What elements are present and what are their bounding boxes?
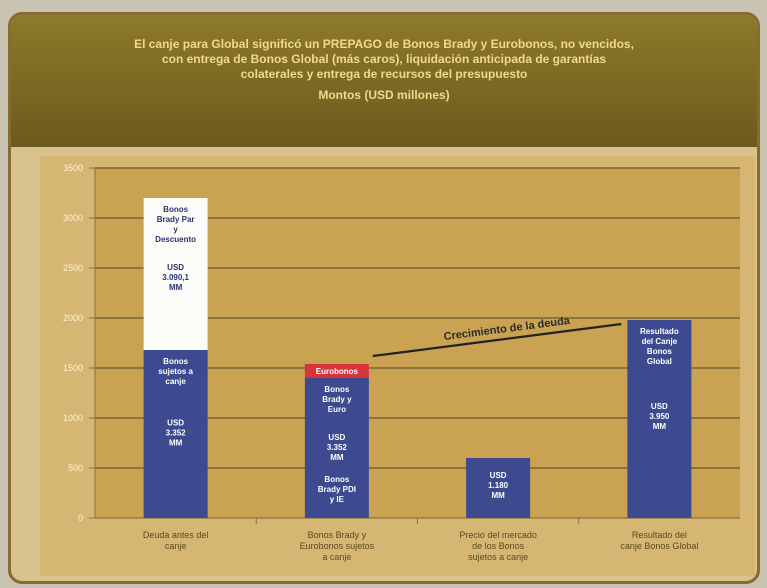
- bar-segment: [304, 364, 369, 378]
- category-label: Bonos Brady y Eurobonos sujetos a canje: [300, 530, 375, 562]
- bar-segment: [143, 198, 208, 350]
- bar-value-label: USD 3.090,1 MM: [162, 263, 189, 292]
- bar-segment: [143, 350, 208, 518]
- bar-segment: [466, 458, 531, 518]
- bar-segment: [627, 320, 692, 518]
- bar-segment: [304, 378, 369, 468]
- y-tick-label: 3000: [63, 213, 83, 223]
- y-tick-label: 3500: [63, 163, 83, 173]
- bar-segment: [304, 468, 369, 518]
- bar-value-label: USD 3.352 MM: [166, 419, 187, 448]
- y-tick-label: 2500: [63, 263, 83, 273]
- bar-label: Bonos sujetos a canje: [158, 357, 193, 386]
- y-tick-label: 0: [78, 513, 83, 523]
- category-label: Resultado del canje Bonos Global: [620, 530, 698, 551]
- bar-label: Bonos Brady y Euro: [322, 385, 352, 414]
- bar-value-label: USD 3.950 MM: [649, 402, 670, 431]
- chart-header: El canje para Global significó un PREPAG…: [11, 15, 757, 147]
- bar-label: Bonos Brady PDI y IE: [318, 475, 356, 504]
- bar-label: Resultado del Canje Bonos Global: [640, 327, 679, 366]
- chart-title: El canje para Global significó un PREPAG…: [134, 37, 634, 81]
- bar-value-label: USD 3.352 MM: [327, 433, 348, 462]
- y-tick-label: 1000: [63, 413, 83, 423]
- y-tick-label: 500: [68, 463, 83, 473]
- y-tick-label: 1500: [63, 363, 83, 373]
- bar-label: Bonos Brady Par y Descuento: [155, 205, 196, 244]
- bar-label: Eurobonos: [316, 367, 359, 376]
- category-label: Deuda antes del canje: [143, 530, 209, 551]
- growth-arrow-line: [372, 322, 622, 358]
- chart-subtitle: Montos (USD millones): [318, 88, 450, 102]
- category-label: Precio del mercado de los Bonos sujetos a …: [459, 530, 537, 562]
- bar-value-label: USD 1.180 MM: [488, 471, 509, 500]
- y-tick-label: 2000: [63, 313, 83, 323]
